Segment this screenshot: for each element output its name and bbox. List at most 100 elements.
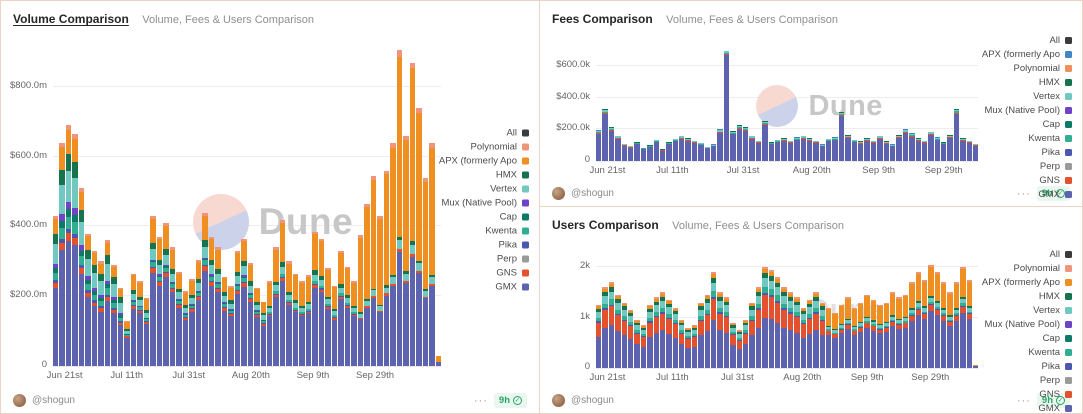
bar-segment — [143, 312, 150, 318]
bar-segment — [870, 321, 877, 325]
bar-segment — [615, 138, 621, 161]
legend-item-apx-formerly-apo[interactable]: APX (formerly Apo — [982, 49, 1072, 60]
legend-item-gns[interactable]: GNS — [982, 175, 1072, 186]
chart-title-volume[interactable]: Volume Comparison — [13, 12, 129, 26]
legend-item-hmx[interactable]: HMX — [982, 291, 1072, 302]
y-tick-label: 2k — [579, 260, 590, 272]
refresh-badge[interactable]: 9h ✓ — [1036, 393, 1070, 408]
bar — [711, 41, 717, 161]
legend-item-pika[interactable]: Pika — [439, 240, 529, 251]
dune-watermark[interactable]: Dune — [756, 85, 883, 128]
bar-segment — [338, 287, 344, 294]
legend-item-polynomial[interactable]: Polynomial — [439, 142, 529, 153]
legend-item-apx-formerly-apo[interactable]: APX (formerly Apo — [982, 277, 1072, 288]
legend-item-pika[interactable]: Pika — [982, 361, 1072, 372]
bar — [247, 45, 254, 366]
refresh-badge[interactable]: 9h ✓ — [493, 393, 527, 408]
bar-segment — [429, 285, 435, 366]
bar-segment — [169, 284, 176, 288]
bars-layer — [596, 247, 979, 368]
dashboard-link[interactable]: Volume, Fees & Users Comparison — [666, 14, 838, 26]
author-handle[interactable]: @shogun — [571, 395, 614, 406]
bar-segment — [691, 336, 698, 338]
bar-segment — [286, 263, 292, 292]
bar-segment — [104, 296, 111, 301]
legend-item-cap[interactable]: Cap — [982, 119, 1072, 130]
legend-item-mux-native-pool[interactable]: Mux (Native Pool) — [982, 105, 1072, 116]
refresh-badge[interactable]: 9h ✓ — [1036, 186, 1070, 201]
legend-item-pika[interactable]: Pika — [982, 147, 1072, 158]
legend-item-apx-formerly-apo[interactable]: APX (formerly Apo — [439, 156, 529, 167]
bar-segment — [889, 315, 896, 317]
legend-item-kwenta[interactable]: Kwenta — [439, 226, 529, 237]
legend-item-mux-native-pool[interactable]: Mux (Native Pool) — [439, 198, 529, 209]
legend-item-hmx[interactable]: HMX — [439, 170, 529, 181]
bar-segment — [53, 287, 59, 366]
options-menu-icon[interactable]: ··· — [1016, 187, 1031, 200]
bar — [941, 247, 947, 368]
legend-item-all[interactable]: All — [439, 128, 529, 139]
bar — [749, 247, 755, 368]
bar-segment — [241, 266, 247, 276]
legend-item-cap[interactable]: Cap — [439, 212, 529, 223]
legend-item-vertex[interactable]: Vertex — [982, 91, 1072, 102]
bar-segment — [877, 137, 883, 139]
legend-item-gmx[interactable]: GMX — [982, 403, 1072, 413]
legend-item-gmx[interactable]: GMX — [982, 189, 1072, 200]
bar-segment — [130, 306, 137, 309]
bar-segment — [730, 345, 736, 368]
bar-segment — [377, 304, 383, 306]
legend-item-hmx[interactable]: HMX — [982, 77, 1072, 88]
bar-segment — [819, 309, 826, 316]
bar-segment — [228, 300, 234, 304]
bar-segment — [806, 307, 813, 314]
bar-segment — [679, 136, 685, 138]
bar — [934, 41, 941, 161]
legend-item-gns[interactable]: GNS — [439, 268, 529, 279]
legend-item-vertex[interactable]: Vertex — [982, 305, 1072, 316]
dune-watermark[interactable]: Dune — [192, 194, 354, 251]
bar-segment — [883, 323, 889, 327]
bar-segment — [409, 253, 416, 257]
bar-segment — [704, 148, 711, 161]
legend-item-mux-native-pool[interactable]: Mux (Native Pool) — [982, 319, 1072, 330]
legend-item-polynomial[interactable]: Polynomial — [982, 63, 1072, 74]
chart-title-users[interactable]: Users Comparison — [552, 218, 659, 232]
bar — [806, 247, 813, 368]
legend-item-polynomial[interactable]: Polynomial — [982, 263, 1072, 274]
bar-segment — [104, 294, 111, 297]
legend-item-gns[interactable]: GNS — [982, 389, 1072, 400]
dashboard-link[interactable]: Volume, Fees & Users Comparison — [672, 220, 844, 232]
legend-label: Pika — [1041, 361, 1060, 372]
bar-segment — [947, 316, 953, 320]
options-menu-icon[interactable]: ··· — [1016, 394, 1031, 407]
legend-item-kwenta[interactable]: Kwenta — [982, 347, 1072, 358]
legend-item-cap[interactable]: Cap — [982, 333, 1072, 344]
bar-segment — [909, 320, 915, 368]
bar-segment — [254, 310, 260, 311]
dashboard-link[interactable]: Volume, Fees & Users Comparison — [142, 14, 315, 26]
legend-item-perp[interactable]: Perp — [439, 254, 529, 265]
legend-item-perp[interactable]: Perp — [982, 375, 1072, 386]
bar-segment — [845, 136, 851, 138]
bar-segment — [736, 127, 742, 129]
legend-swatch-icon — [1065, 135, 1072, 142]
chart-title-fees[interactable]: Fees Comparison — [552, 12, 653, 26]
options-menu-icon[interactable]: ··· — [473, 394, 488, 407]
x-tick-label: Jun 21st — [46, 370, 83, 381]
legend-item-all[interactable]: All — [982, 35, 1072, 46]
legend-item-kwenta[interactable]: Kwenta — [982, 133, 1072, 144]
author-handle[interactable]: @shogun — [32, 395, 75, 406]
bar-segment — [189, 308, 195, 310]
bar-segment — [85, 296, 91, 366]
x-tick-label: Jul 31st — [720, 372, 754, 383]
legend-item-perp[interactable]: Perp — [982, 161, 1072, 172]
legend-item-gmx[interactable]: GMX — [439, 282, 529, 293]
bar-segment — [634, 329, 640, 333]
bar-segment — [666, 301, 672, 304]
legend-item-vertex[interactable]: Vertex — [439, 184, 529, 195]
author-handle[interactable]: @shogun — [571, 188, 614, 199]
bar-segment — [299, 312, 305, 315]
bar-segment — [596, 132, 602, 134]
legend-item-all[interactable]: All — [982, 249, 1072, 260]
